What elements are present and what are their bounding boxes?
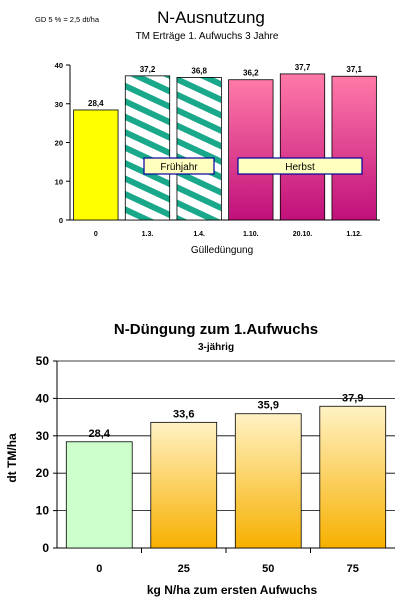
chart2-x-tick-label: 0 — [96, 563, 102, 575]
chart2-y-tick-label: 0 — [42, 541, 49, 555]
chart1-x-tick-label: 1.3. — [142, 231, 154, 238]
chart1-y-tick-labels: 0 10 20 30 40 — [55, 61, 63, 225]
chart2-subtitle: 3-jährig — [198, 342, 234, 353]
chart2-value-label: 28,4 — [89, 428, 111, 440]
chart1-bar — [332, 76, 376, 220]
chart1-x-tick-label: 20.10. — [293, 231, 313, 238]
fruehjahr-label: Frühjahr — [160, 162, 198, 173]
chart2-bar — [235, 414, 301, 548]
chart2-bars — [66, 406, 385, 548]
chart2-x-tick-labels: 0 25 50 75 — [96, 563, 359, 575]
chart1-bar — [229, 80, 273, 220]
chart1-x-tick-label: 1.10. — [243, 231, 259, 238]
chart1-subtitle: TM Erträge 1. Aufwuchs 3 Jahre — [136, 31, 279, 42]
chart2-y-tick-label: 40 — [36, 391, 50, 405]
chart2-y-tick-label: 20 — [36, 466, 50, 480]
chart2-xlabel: kg N/ha zum ersten Aufwuchs — [147, 583, 318, 597]
chart2-title: N-Düngung zum 1.Aufwuchs — [114, 321, 318, 338]
chart1-value-label: 37,2 — [140, 65, 156, 74]
chart1-bars — [74, 74, 377, 220]
herbst-label: Herbst — [285, 162, 315, 173]
chart1-x-tick-labels: 0 1.3. 1.4. 1.10. 20.10. 1.12. — [94, 231, 362, 238]
chart1-value-label: 28,4 — [88, 99, 104, 108]
chart-n-ausnutzung: GD 5 % = 2,5 dt/ha N-Ausnutzung TM Erträ… — [0, 0, 401, 270]
chart2-y-tick-label: 50 — [36, 354, 50, 368]
chart1-bar — [125, 76, 169, 220]
chart2-value-label: 37,9 — [342, 392, 363, 404]
chart1-y-tick-label: 30 — [55, 100, 63, 109]
chart1-bar — [74, 110, 118, 220]
fruehjahr-box: Frühjahr — [144, 158, 214, 174]
chart2-y-tick-label: 10 — [36, 504, 50, 518]
chart1-y-tick-label: 0 — [59, 216, 63, 225]
chart1-bar — [177, 77, 221, 220]
chart1-y-tick-label: 20 — [55, 139, 63, 148]
chart1-y-tick-label: 10 — [55, 177, 63, 186]
chart2-x-tick-label: 75 — [347, 563, 359, 575]
chart1-bar — [280, 74, 324, 220]
chart2-value-label: 35,9 — [258, 400, 279, 412]
chart1-x-tick-label: 1.4. — [193, 231, 205, 238]
chart2-x-tick-label: 50 — [262, 563, 274, 575]
gd-note: GD 5 % = 2,5 dt/ha — [35, 15, 100, 24]
chart2-x-tick-label: 25 — [178, 563, 190, 575]
chart1-title: N-Ausnutzung — [157, 8, 265, 27]
chart1-xlabel: Gülledüngung — [191, 245, 253, 256]
chart1-value-label: 36,8 — [191, 66, 207, 75]
chart1-x-tick-label: 1.12. — [346, 231, 362, 238]
chart1-value-label: 36,2 — [243, 69, 259, 78]
chart2-ylabel: dt TM/ha — [5, 433, 19, 483]
chart1-y-tick-label: 40 — [55, 61, 63, 70]
chart2-value-label: 33,6 — [173, 408, 194, 420]
chart2-bar — [66, 442, 132, 548]
chart1-value-label: 37,7 — [295, 63, 311, 72]
chart1-x-tick-label: 0 — [94, 231, 98, 238]
chart2-y-tick-labels: 0 10 20 30 40 50 — [36, 354, 50, 555]
chart2-y-tick-label: 30 — [36, 429, 50, 443]
herbst-box: Herbst — [238, 158, 362, 174]
chart-n-duengung: N-Düngung zum 1.Aufwuchs 3-jährig 28,4 33… — [0, 300, 401, 600]
chart2-bar — [320, 406, 386, 548]
chart2-bar — [151, 422, 217, 548]
chart1-value-label: 37,1 — [346, 65, 362, 74]
